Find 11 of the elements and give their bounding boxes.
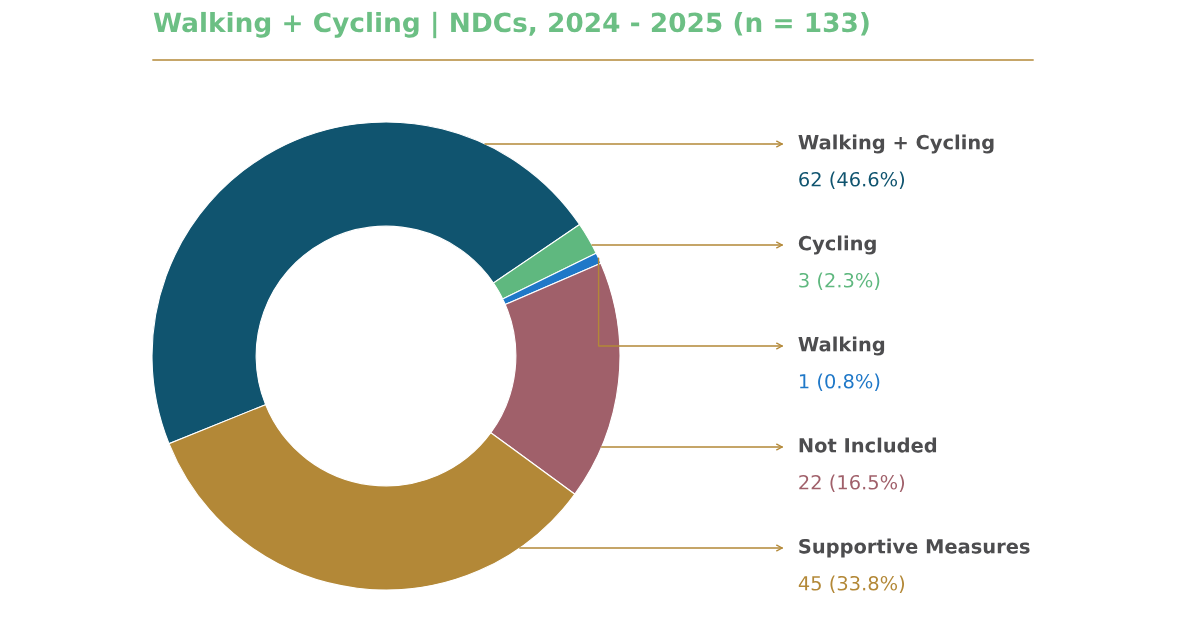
chart-title: Walking + Cycling | NDCs, 2024 - 2025 (n = 133) xyxy=(153,11,869,39)
slice-label: Not Included xyxy=(799,437,937,453)
data-label: 22 (16.5%) xyxy=(799,474,905,492)
legend-label: Supportive Measures xyxy=(799,538,1030,558)
data-label: 3 (2.3%) xyxy=(799,272,880,290)
data-label: 62 (46.6%) xyxy=(799,171,905,189)
slice-label: Walking xyxy=(798,336,885,356)
data-label: 45 (33.8%) xyxy=(798,575,905,593)
data-label: 1 (0.8%) xyxy=(799,373,880,391)
slice-label: Cycling xyxy=(798,235,876,255)
slice-label: Walking + Cycling xyxy=(798,134,994,154)
